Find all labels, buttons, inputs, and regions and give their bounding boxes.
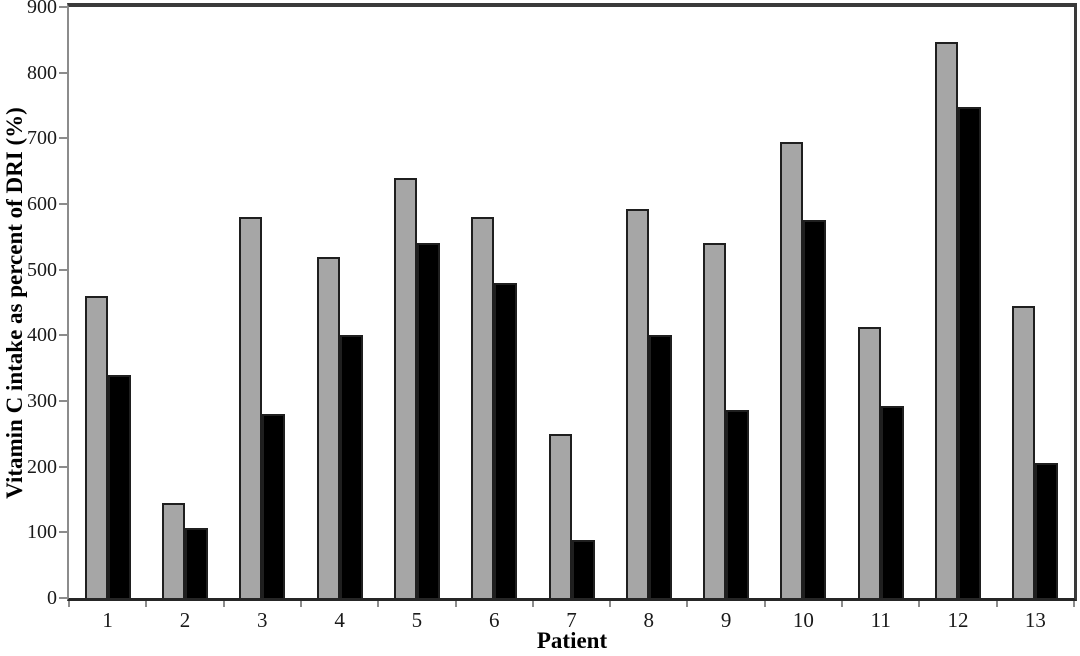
x-axis-tick-10	[841, 601, 844, 607]
y-axis-tick-400	[59, 334, 67, 337]
x-tick-label-patient-8: 8	[643, 608, 655, 632]
x-axis-tick-9	[763, 601, 766, 607]
x-axis-tick-4	[377, 601, 380, 607]
x-tick-label-patient-3: 3	[257, 608, 268, 632]
y-tick-label-0: 0	[47, 587, 57, 609]
y-axis-tick-0	[59, 597, 67, 599]
y-tick-label-500: 500	[27, 258, 57, 281]
bar-black-series-patient-3	[262, 414, 286, 598]
x-tick-label-patient-5: 5	[411, 608, 423, 632]
x-tick-label-patient-4: 4	[334, 608, 345, 632]
x-tick-label-patient-11: 11	[870, 608, 891, 632]
bar-gray-series-patient-3	[239, 217, 263, 598]
bar-black-series-patient-13	[1035, 463, 1059, 598]
x-tick-label-patient-2: 2	[179, 608, 191, 632]
y-tick-label-200: 200	[27, 455, 57, 478]
y-axis-tick-200	[59, 465, 67, 468]
bar-black-series-patient-9	[726, 410, 750, 598]
x-tick-label-patient-6: 6	[488, 608, 500, 632]
y-axis-tick-800	[59, 71, 67, 74]
x-axis-tick-13	[1073, 601, 1075, 607]
x-tick-label-patient-1: 1	[102, 608, 113, 632]
x-axis-tick-5	[454, 601, 457, 607]
bar-gray-series-patient-8	[625, 209, 649, 598]
y-tick-label-700: 700	[27, 127, 57, 150]
bar-black-series-patient-1	[107, 375, 131, 598]
y-tick-label-100: 100	[27, 521, 57, 544]
bar-black-series-patient-5	[416, 243, 440, 598]
bar-black-series-patient-7	[571, 540, 595, 598]
x-axis-tick-8	[686, 601, 689, 607]
y-axis-tick-700	[59, 137, 67, 140]
x-axis-tick-6	[531, 601, 534, 607]
y-tick-label-800: 800	[27, 61, 57, 84]
bar-black-series-patient-2	[184, 528, 208, 598]
y-tick-label-300: 300	[27, 390, 57, 412]
bar-gray-series-patient-9	[703, 243, 727, 598]
bar-gray-series-patient-2	[161, 503, 185, 598]
bar-gray-series-patient-5	[393, 178, 417, 598]
bar-gray-series-patient-10	[780, 142, 804, 598]
y-axis-tick-300	[59, 400, 67, 402]
bar-gray-series-patient-13	[1012, 306, 1036, 598]
bar-gray-series-patient-4	[316, 257, 340, 598]
x-tick-label-patient-7: 7	[566, 608, 577, 632]
y-axis-tick-100	[59, 531, 67, 534]
y-tick-label-400: 400	[27, 324, 57, 347]
bar-gray-series-patient-1	[84, 296, 108, 598]
x-tick-label-patient-9: 9	[720, 608, 732, 632]
y-axis-tick-500	[59, 268, 67, 271]
x-axis-tick-3	[299, 601, 302, 607]
bar-gray-series-patient-11	[857, 327, 881, 598]
bar-black-series-patient-12	[958, 107, 982, 598]
y-axis-tick-900	[59, 6, 67, 8]
y-axis-tick-600	[59, 203, 67, 205]
x-axis-tick-2	[222, 601, 225, 607]
x-tick-label-patient-13: 13	[1024, 608, 1046, 632]
bar-black-series-patient-8	[648, 335, 672, 598]
x-axis-tick-7	[609, 601, 612, 607]
x-axis-tick-12	[995, 601, 998, 607]
x-axis-tick-0	[68, 601, 70, 607]
x-tick-label-patient-12: 12	[947, 608, 969, 632]
bar-black-series-patient-4	[339, 335, 363, 598]
bar-gray-series-patient-6	[471, 217, 495, 598]
plot-area	[67, 3, 1077, 601]
y-tick-label-900: 900	[27, 0, 57, 18]
bar-black-series-patient-10	[803, 220, 827, 598]
y-tick-label-600: 600	[27, 193, 57, 215]
x-axis-tick-1	[145, 601, 148, 607]
bar-gray-series-patient-12	[935, 42, 959, 598]
x-axis-tick-11	[918, 601, 921, 607]
bar-black-series-patient-11	[880, 406, 904, 598]
x-tick-label-patient-10: 10	[792, 608, 814, 632]
bar-black-series-patient-6	[494, 283, 518, 598]
x-axis-title: Patient	[536, 628, 608, 653]
bar-gray-series-patient-7	[548, 434, 572, 598]
